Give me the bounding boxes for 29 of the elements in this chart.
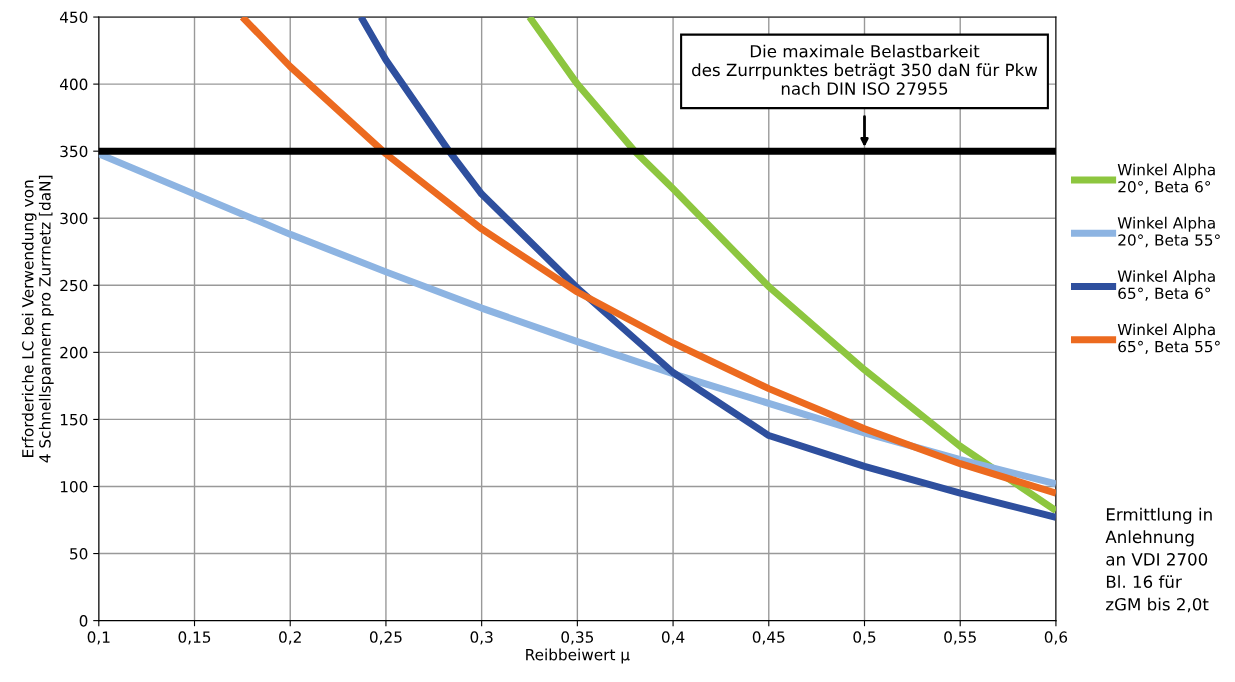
y-tick-label: 450 [59, 11, 88, 24]
legend-label: Winkel Alpha 65°, Beta 55° [1117, 323, 1220, 354]
x-tick-label: 0,35 [561, 631, 594, 645]
y-tick-label: 50 [70, 548, 88, 560]
x-tick-label: 0,3 [470, 631, 493, 645]
x-tick-label: 0,4 [661, 631, 685, 645]
x-tick-label: 0,15 [178, 631, 211, 645]
text: Ermittlung in Anlehnung an VDI 2700 Bl. 16 für zGM bis 2,0t [1105, 507, 1212, 613]
y-axis-title: Erforderiche LC bei Verwendung von 4 Schnellspannern pro Zurrnetz [daN] [21, 175, 54, 463]
y-tick-label: 200 [60, 346, 88, 359]
y-tick-label: 150 [60, 413, 88, 426]
y-tick-label: 0 [79, 615, 88, 627]
x-tick-label: 0,55 [944, 631, 976, 645]
y-tick-label: 100 [60, 480, 88, 493]
x-tick-label: 0,1 [87, 631, 110, 645]
y-tick-label: 350 [60, 145, 88, 158]
x-axis-title: Reibbeiwert μ [526, 648, 630, 664]
legend-label: Winkel Alpha 20°, Beta 55° [1117, 216, 1220, 248]
x-tick-label: 0,45 [752, 631, 785, 645]
y-tick-label: 400 [59, 78, 88, 91]
legend-label: Winkel Alpha 65°, Beta 6° [1117, 270, 1215, 301]
x-tick-label: 0,2 [279, 631, 301, 645]
x-tick-label: 0,6 [1044, 631, 1068, 645]
x-tick-label: 0,5 [853, 631, 876, 645]
legend-label: Winkel Alpha 20°, Beta 6° [1117, 163, 1215, 195]
x-tick-label: 0,25 [369, 631, 402, 645]
y-tick-label: 250 [60, 279, 88, 292]
y-tick-label: 300 [60, 212, 88, 225]
annotation: Die maximale Belastbarkeit des Zurrpunktes beträgt 350 daN für Pkw nach DIN ISO 27955 [692, 44, 1038, 95]
